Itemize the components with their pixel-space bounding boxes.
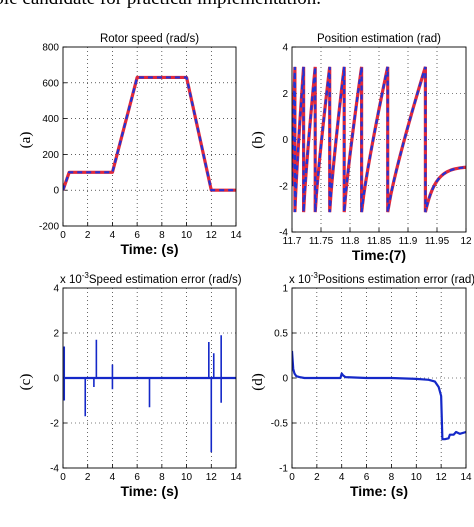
y-tick-label: 2 <box>282 89 288 100</box>
plot-frame <box>291 46 467 233</box>
caption-fragment: able candidate for practical implementat… <box>0 0 321 10</box>
x-tick-label: 4 <box>110 472 116 483</box>
x-axis-label: Time: (s) <box>120 241 178 257</box>
y-tick-label: 4 <box>282 43 288 54</box>
plot-frame <box>291 287 467 469</box>
x-tick-label: 14 <box>460 472 472 483</box>
y-tick-label: 800 <box>42 43 59 54</box>
data-layer <box>292 66 466 213</box>
x-tick-label: 2 <box>85 472 91 483</box>
x-tick-label: 2 <box>314 472 320 483</box>
y-tick-label: -0.5 <box>271 419 289 430</box>
x-tick-label: 14 <box>230 230 242 241</box>
title-text: Speed estimation error (rad/s) <box>89 274 242 286</box>
x-tick-label: 11.8 <box>341 236 360 247</box>
panel-label: (d) <box>250 373 266 391</box>
x-tick-label: 11.75 <box>309 236 334 247</box>
y-tick-label: 0 <box>282 135 288 146</box>
y-tick-label: 0 <box>53 186 59 197</box>
x-tick-label: 12 <box>460 236 472 247</box>
y-tick-label: 4 <box>53 284 59 295</box>
y-tick-label: 600 <box>42 78 59 89</box>
x-tick-label: 4 <box>110 230 116 241</box>
x-tick-label: 11.95 <box>425 236 450 247</box>
scale-exponent: -3 <box>311 271 319 280</box>
y-tick-label: 1 <box>282 284 288 295</box>
x-tick-label: 10 <box>411 472 423 483</box>
x-tick-label: 8 <box>159 472 165 483</box>
panel-label: (b) <box>250 131 266 149</box>
x-tick-label: 12 <box>436 472 448 483</box>
y-tick-label: -4 <box>50 464 59 475</box>
panel-label: (a) <box>18 132 34 149</box>
x-tick-label: 8 <box>159 230 165 241</box>
chart-title: Rotor speed (rad/s) <box>100 33 199 45</box>
chart-title: x 10-3Positions estimation error (rad) <box>289 271 474 286</box>
scale-label: x 10 <box>60 274 82 286</box>
chart-title: Position estimation (rad) <box>317 33 441 45</box>
y-tick-label: 400 <box>42 114 59 125</box>
y-tick-label: -1 <box>279 464 288 475</box>
panel-d: 0 2 4 6 8 10 12 14 -1 -0.5 0 0.5 1x 10-3Positions es… <box>250 271 474 499</box>
x-axis-label: Time: (s) <box>350 483 408 499</box>
x-tick-label: 10 <box>181 230 193 241</box>
x-tick-label: 14 <box>230 472 242 483</box>
y-tick-label: -2 <box>279 181 288 192</box>
x-tick-label: 4 <box>339 472 345 483</box>
x-tick-label: 6 <box>364 472 370 483</box>
series-line-2 <box>292 66 466 213</box>
y-tick-label: 0 <box>53 374 59 385</box>
panel-label: (c) <box>18 374 34 391</box>
x-tick-label: 11.7 <box>283 236 302 247</box>
x-tick-label: 2 <box>85 230 91 241</box>
plot-frame <box>62 46 237 227</box>
scale-label: x 10 <box>289 274 311 286</box>
x-tick-label: 0 <box>289 472 295 483</box>
x-tick-label: 6 <box>134 230 140 241</box>
x-axis-label: Time: (s) <box>120 483 178 499</box>
x-tick-label: 0 <box>60 472 66 483</box>
title-text: Positions estimation error (rad) <box>318 274 474 286</box>
scale-exponent: -3 <box>82 271 90 280</box>
x-tick-label: 11.85 <box>367 236 392 247</box>
data-layer <box>63 75 236 192</box>
x-tick-label: 6 <box>134 472 140 483</box>
y-tick-label: 0 <box>282 374 288 385</box>
plot-frame <box>62 287 237 469</box>
x-tick-label: 12 <box>206 472 218 483</box>
x-tick-label: 8 <box>389 472 395 483</box>
data-layer <box>63 335 236 453</box>
x-tick-label: 10 <box>181 472 193 483</box>
chart-title: x 10-3Speed estimation error (rad/s) <box>60 271 242 286</box>
y-tick-label: 200 <box>42 150 59 161</box>
data-layer <box>292 350 466 441</box>
series-line-1 <box>292 350 466 441</box>
panel-b: 11.7 11.75 11.8 11.85 11.9 11.95 12 -4 -2 0 2 4 Posi… <box>250 33 472 263</box>
y-tick-label: 2 <box>53 329 59 340</box>
x-tick-label: 12 <box>206 230 218 241</box>
x-tick-label: 11.9 <box>399 236 418 247</box>
y-tick-label: 0.5 <box>274 329 288 340</box>
y-tick-label: -2 <box>50 419 59 430</box>
y-tick-label: -200 <box>39 222 59 233</box>
series-line-2 <box>63 76 236 192</box>
y-tick-label: -4 <box>279 228 288 239</box>
x-axis-label: Time:(7) <box>352 247 406 263</box>
x-tick-label: 0 <box>60 230 66 241</box>
